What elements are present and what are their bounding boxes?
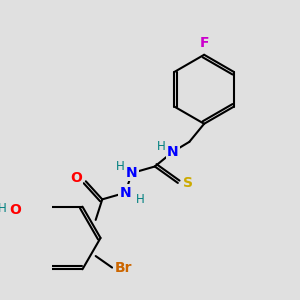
Text: H: H <box>0 202 6 215</box>
Text: H: H <box>157 140 166 153</box>
Text: N: N <box>126 166 138 180</box>
Text: O: O <box>70 171 82 185</box>
Text: Br: Br <box>115 260 132 274</box>
Text: F: F <box>200 36 209 50</box>
Text: N: N <box>167 145 179 159</box>
Text: O: O <box>9 203 21 217</box>
Text: H: H <box>116 160 125 173</box>
Text: S: S <box>183 176 193 190</box>
Text: N: N <box>119 186 131 200</box>
Text: H: H <box>136 193 144 206</box>
